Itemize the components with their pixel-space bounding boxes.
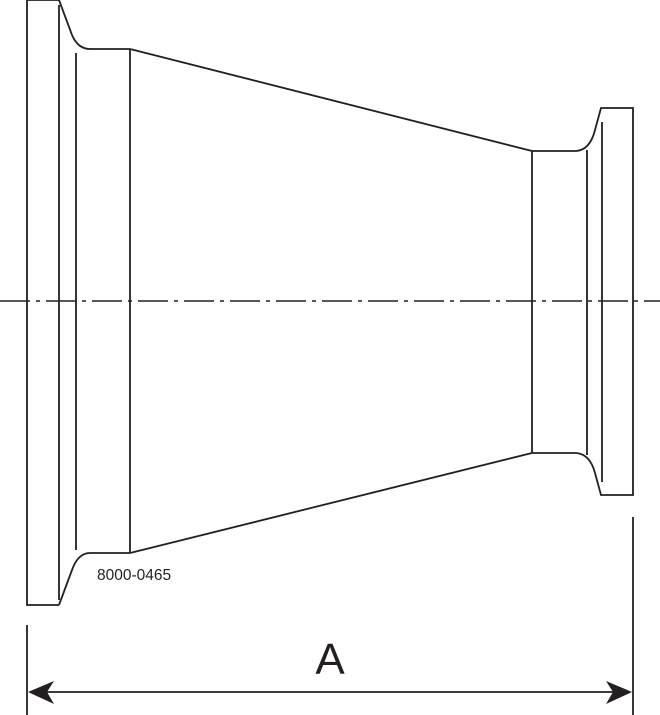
dimension-a: A: [26, 517, 634, 715]
left-flange: [26, 0, 131, 606]
arrow-left-icon: [28, 681, 54, 704]
arrow-right-icon: [606, 681, 632, 704]
right-flange: [531, 107, 634, 496]
part-number: 8000-0465: [97, 567, 171, 584]
dimension-label: A: [315, 635, 345, 684]
conical-body: [129, 48, 533, 554]
